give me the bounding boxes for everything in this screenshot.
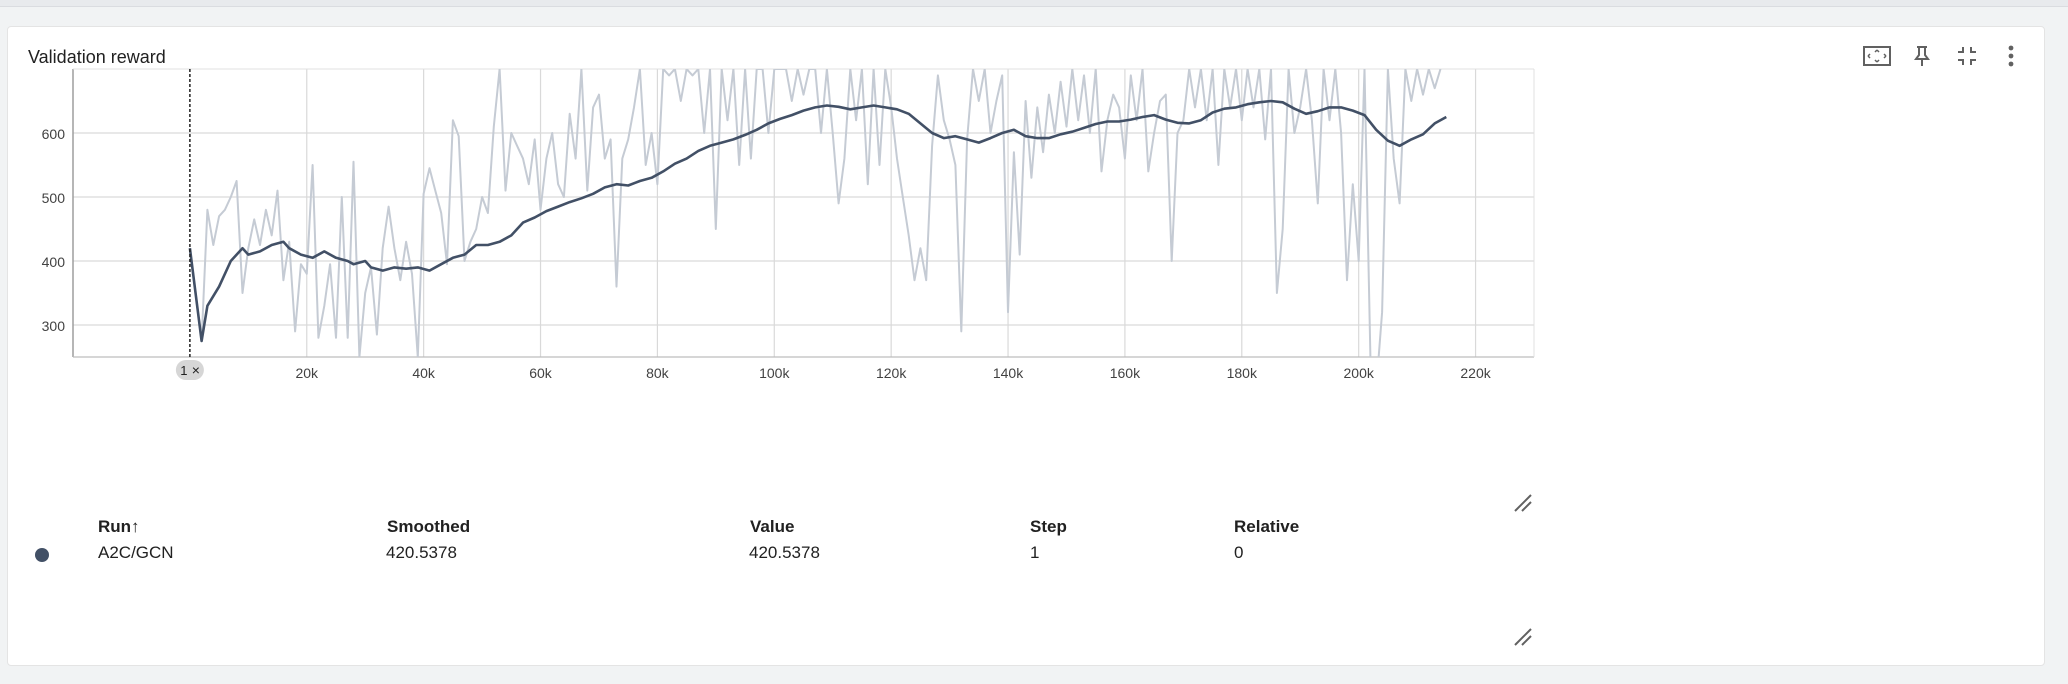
- sort-arrow-icon: ↑: [131, 517, 140, 536]
- line-chart[interactable]: 300 400 500 600 20k 40k 60k 80k 100k 120k 140k 160k…: [8, 27, 2044, 507]
- step-column-header[interactable]: Step: [1030, 517, 1067, 536]
- value-cell: 420.5378: [749, 543, 820, 562]
- step-cursor-label: 1: [180, 363, 187, 378]
- smoothed-value-cell: 420.5378: [386, 543, 457, 562]
- y-tick-label: 600: [42, 126, 66, 142]
- x-tick-label: 40k: [412, 365, 436, 381]
- x-tick-label: 80k: [646, 365, 670, 381]
- run-column-header[interactable]: Run↑: [98, 517, 140, 537]
- run-name-cell: A2C/GCN: [98, 543, 174, 562]
- more-vert-icon: [2008, 45, 2014, 67]
- x-tick-label: 20k: [295, 365, 319, 381]
- y-tick-label: 300: [42, 318, 66, 334]
- smoothed-column-header[interactable]: Smoothed: [387, 517, 471, 536]
- x-tick-label: 200k: [1344, 365, 1375, 381]
- step-cell: 1: [1030, 543, 1040, 562]
- x-tick-label: 160k: [1110, 365, 1141, 381]
- chart-resize-handle-icon[interactable]: [1513, 493, 1533, 513]
- fit-domain-button[interactable]: [1860, 41, 1894, 71]
- fit-domain-icon: [1863, 46, 1891, 66]
- run-header-label: Run: [98, 517, 132, 536]
- y-tick-label: 500: [42, 190, 66, 206]
- table-resize-handle-icon[interactable]: [1513, 627, 1533, 647]
- x-tick-label: 60k: [529, 365, 553, 381]
- x-tick-label: 140k: [993, 365, 1024, 381]
- step-cursor-close-icon[interactable]: ×: [192, 362, 200, 378]
- x-tick-label: 180k: [1227, 365, 1258, 381]
- smoothed-series-line: [188, 99, 1447, 343]
- relative-cell: 0: [1234, 543, 1244, 562]
- collapse-button[interactable]: [1950, 41, 1984, 71]
- card-title: Validation reward: [28, 47, 166, 67]
- collapse-icon: [1958, 47, 1976, 65]
- legend-table: Run↑ Smoothed Value Step Relative A2C/GC…: [8, 517, 2044, 597]
- chart-card: Validation reward 300 400 500 600 2: [7, 26, 2045, 666]
- pin-button[interactable]: [1905, 41, 1939, 71]
- raw-series-line: [188, 69, 1442, 357]
- pin-icon: [1914, 46, 1930, 66]
- y-tick-label: 400: [42, 254, 66, 270]
- relative-column-header[interactable]: Relative: [1234, 517, 1300, 536]
- x-tick-label: 100k: [759, 365, 790, 381]
- x-tick-label: 120k: [876, 365, 907, 381]
- top-edge: [0, 0, 2068, 7]
- card-toolbar: [1860, 41, 2030, 71]
- run-color-dot: [35, 548, 49, 562]
- step-cursor-chip: [175, 360, 204, 380]
- x-tick-label: 220k: [1460, 365, 1491, 381]
- value-column-header[interactable]: Value: [750, 517, 795, 536]
- more-options-button[interactable]: [1994, 41, 2028, 71]
